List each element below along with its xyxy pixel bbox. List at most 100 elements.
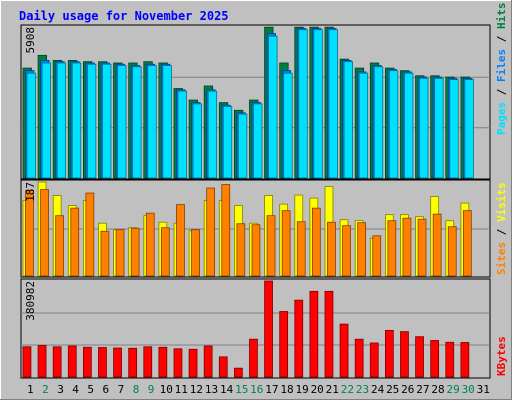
visits-series-axis-label: Visits: [495, 182, 508, 222]
bar-kbytes-day-11: [173, 348, 183, 378]
x-label-day-31: 31: [477, 383, 490, 396]
x-label-day-30: 30: [462, 383, 475, 396]
x-label-day-2: 2: [42, 383, 49, 396]
x-label-day-6: 6: [102, 383, 109, 396]
bar-sites-day-11: [176, 204, 185, 277]
x-label-day-28: 28: [431, 383, 444, 396]
bar-pages-day-11: [177, 90, 187, 179]
bar-sites-day-30: [462, 210, 472, 277]
x-label-day-17: 17: [265, 383, 278, 396]
bar-kbytes-day-15: [233, 367, 243, 378]
traffic-sep-1: /: [495, 82, 508, 102]
bar-sites-day-18: [281, 210, 291, 277]
bar-pages-day-12: [192, 103, 202, 179]
x-label-day-16: 16: [250, 383, 263, 396]
x-label-day-20: 20: [311, 383, 324, 396]
bar-sites-day-14: [221, 184, 231, 277]
visits-axis-label: Sites / Visits: [495, 182, 508, 275]
bar-pages-day-1: [26, 72, 36, 179]
x-label-day-25: 25: [386, 383, 399, 396]
bar-kbytes-day-18: [279, 311, 289, 378]
visits-ymax-label: 187: [24, 182, 37, 202]
bar-kbytes-day-30: [460, 342, 470, 378]
files-axis-label: Files: [495, 49, 508, 82]
bar-kbytes-day-28: [430, 340, 440, 378]
x-label-day-22: 22: [341, 383, 354, 396]
x-label-day-8: 8: [133, 383, 140, 396]
bar-pages-day-27: [419, 77, 429, 179]
bar-kbytes-day-10: [158, 346, 168, 378]
bar-pages-day-26: [404, 72, 414, 179]
x-label-day-24: 24: [371, 383, 385, 396]
bar-kbytes-day-19: [294, 299, 304, 378]
bar-kbytes-day-9: [143, 346, 153, 378]
sites-axis-label: Sites: [495, 242, 508, 275]
traffic-axis-label: Pages / Files / Hits: [495, 3, 508, 136]
bar-kbytes-day-6: [98, 347, 107, 378]
bar-pages-day-6: [102, 63, 112, 179]
chart-title: Daily usage for November 2025: [19, 9, 229, 23]
bar-pages-day-28: [434, 77, 444, 179]
bar-pages-day-16: [253, 103, 263, 179]
bar-kbytes-day-25: [384, 329, 394, 378]
bar-pages-day-9: [147, 65, 157, 179]
bar-pages-day-5: [86, 63, 97, 179]
bar-sites-day-15: [236, 223, 246, 277]
bar-kbytes-day-12: [188, 348, 198, 378]
x-label-day-9: 9: [148, 383, 155, 396]
bar-pages-day-23: [358, 72, 369, 179]
bar-pages-day-13: [207, 90, 218, 179]
bar-kbytes-day-2: [37, 345, 47, 378]
bar-kbytes-day-13: [203, 345, 213, 378]
bar-pages-day-10: [162, 65, 172, 179]
bar-pages-day-18: [283, 72, 293, 179]
bar-sites-day-8: [130, 227, 140, 277]
bar-sites-day-13: [206, 187, 216, 277]
bar-kbytes-day-27: [415, 336, 424, 378]
hits-axis-label: Hits: [495, 3, 508, 30]
x-label-day-23: 23: [356, 383, 369, 396]
bar-pages-day-8: [132, 66, 142, 179]
bar-sites-day-22: [342, 225, 351, 277]
bar-pages-day-21: [328, 29, 338, 179]
bar-pages-day-15: [237, 113, 248, 179]
bar-sites-day-4: [70, 207, 80, 277]
bar-kbytes-day-17: [264, 280, 273, 378]
x-label-day-21: 21: [326, 383, 339, 396]
bar-pages-day-3: [56, 62, 67, 179]
bar-sites-day-1: [25, 190, 34, 277]
bar-kbytes-day-29: [445, 341, 455, 378]
bar-kbytes-day-1: [22, 346, 32, 378]
x-axis-labels: 1 2 3 4 5 6 7 8 9 10 11 12 13 14 15 16 17 18 19 20 21 22 23 24 2…: [27, 383, 490, 396]
bar-kbytes-day-24: [369, 342, 379, 378]
x-label-day-12: 12: [190, 383, 203, 396]
x-label-day-10: 10: [160, 383, 173, 396]
bar-kbytes-day-5: [83, 346, 92, 378]
bar-kbytes-day-21: [324, 290, 334, 378]
bar-sites-day-23: [357, 222, 367, 277]
x-label-day-13: 13: [205, 383, 218, 396]
bar-kbytes-day-23: [354, 338, 364, 378]
bar-pages-day-2: [41, 62, 51, 179]
bar-sites-day-25: [387, 220, 397, 277]
bar-pages-day-29: [449, 79, 459, 179]
bar-sites-day-17: [266, 215, 276, 277]
bar-sites-day-20: [311, 207, 321, 277]
x-label-day-15: 15: [235, 383, 248, 396]
x-label-day-7: 7: [118, 383, 125, 396]
x-label-day-29: 29: [446, 383, 459, 396]
bar-sites-day-12: [191, 229, 200, 277]
bar-sites-day-26: [402, 217, 412, 277]
bar-sites-day-6: [100, 230, 110, 277]
bar-pages-day-30: [464, 79, 474, 179]
bar-sites-day-24: [372, 235, 382, 277]
bar-kbytes-day-8: [128, 347, 138, 378]
bar-sites-day-21: [327, 221, 336, 277]
x-label-day-14: 14: [220, 383, 234, 396]
bar-sites-day-19: [296, 221, 306, 277]
bar-pages-day-22: [343, 61, 353, 179]
bar-sites-day-7: [115, 229, 125, 277]
bar-kbytes-day-26: [400, 331, 409, 378]
